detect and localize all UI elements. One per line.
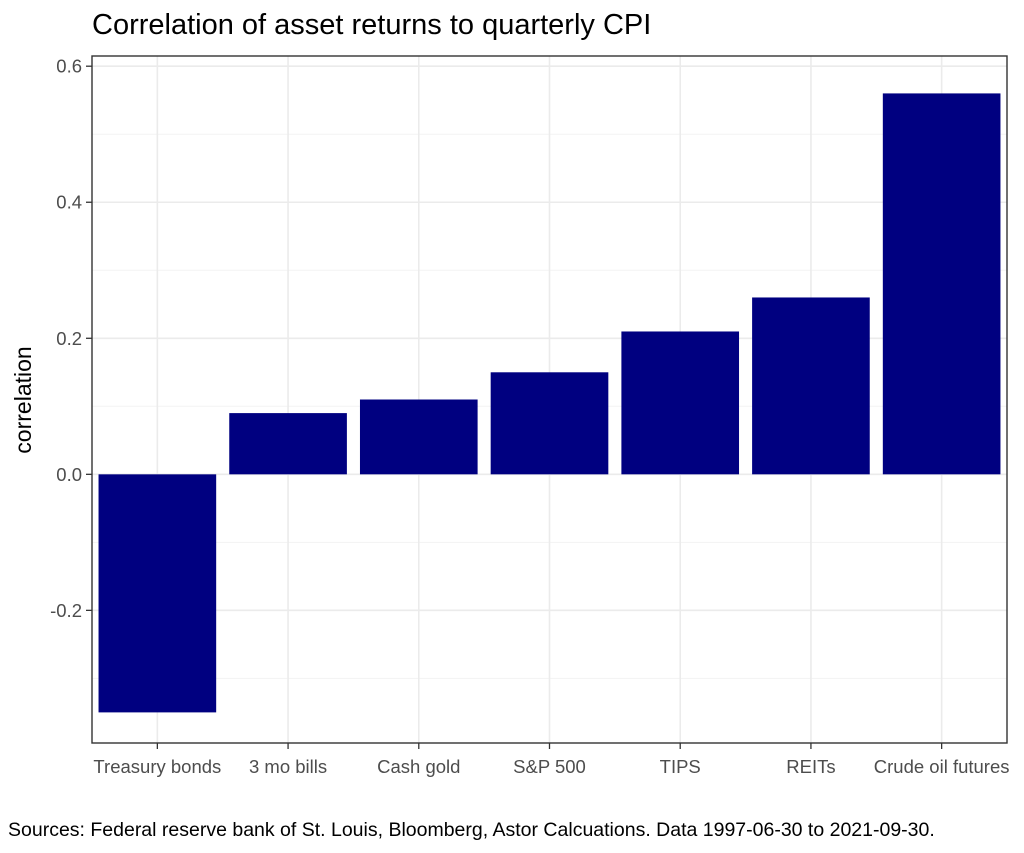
y-axis: 0.6 0.4 0.2 0.0 -0.2 — [50, 56, 92, 621]
y-tick-label: -0.2 — [50, 600, 82, 621]
y-tick-label: 0.6 — [56, 56, 82, 77]
x-tick-label: Crude oil futures — [874, 756, 1010, 777]
bars — [98, 93, 1001, 713]
x-tick-label: 3 mo bills — [249, 756, 327, 777]
x-axis: Treasury bonds 3 mo bills Cash gold S&P 500… — [93, 743, 1010, 777]
bar — [229, 413, 347, 475]
x-tick-label: TIPS — [660, 756, 701, 777]
bar — [98, 474, 217, 713]
x-tick-label: Cash gold — [377, 756, 460, 777]
x-tick-label: Treasury bonds — [93, 756, 221, 777]
caption: Sources: Federal reserve bank of St. Lou… — [8, 819, 935, 841]
bar — [490, 372, 609, 475]
x-tick-label: S&P 500 — [513, 756, 586, 777]
y-tick-label: 0.4 — [56, 192, 82, 213]
bar — [752, 297, 870, 475]
bar — [882, 93, 1001, 475]
bar — [621, 331, 740, 475]
y-tick-label: 0.0 — [56, 464, 82, 485]
bar — [359, 399, 478, 475]
chart-title: Correlation of asset returns to quarterl… — [92, 9, 651, 41]
y-axis-label: correlation — [10, 346, 36, 453]
x-tick-label: REITs — [786, 756, 835, 777]
y-tick-label: 0.2 — [56, 328, 82, 349]
